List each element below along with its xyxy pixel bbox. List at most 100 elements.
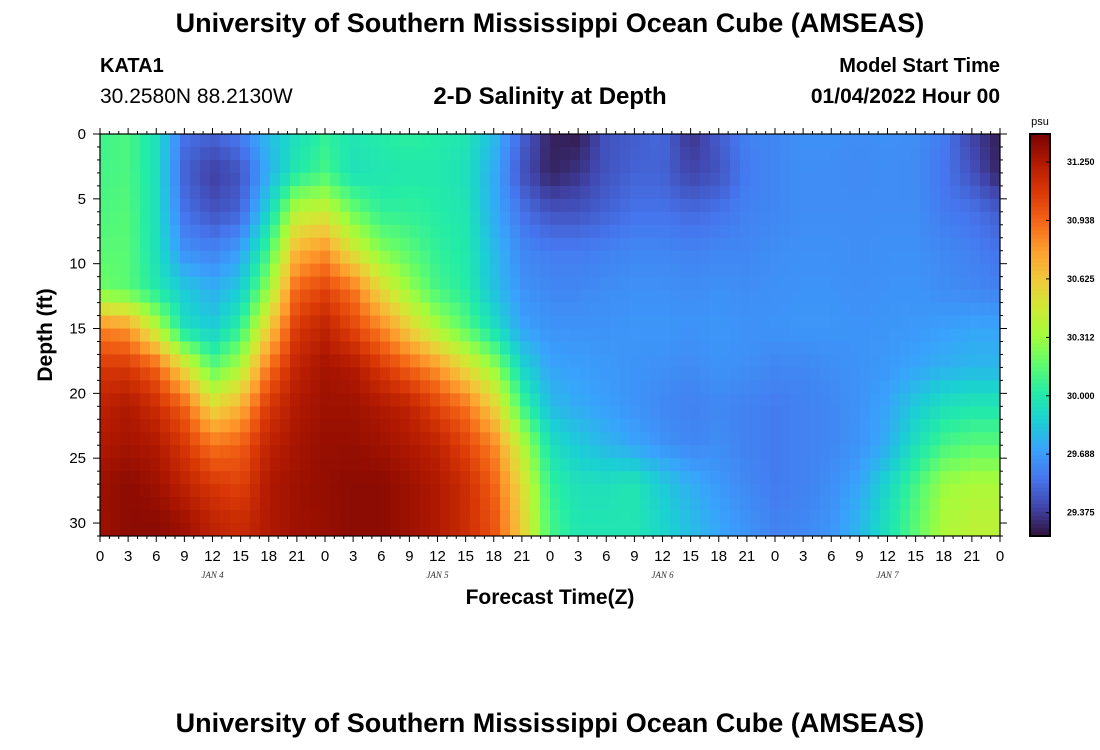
- heatmap-cell: [420, 276, 431, 291]
- heatmap-cell: [500, 341, 511, 356]
- heatmap-cell: [870, 211, 881, 226]
- colorbar-segment: [1030, 246, 1050, 252]
- heatmap-cell: [560, 250, 571, 265]
- heatmap-cell: [750, 250, 761, 265]
- heatmap-cell: [210, 484, 221, 498]
- heatmap-cell: [630, 224, 641, 239]
- heatmap: [100, 134, 1000, 536]
- heatmap-cell: [670, 432, 681, 446]
- heatmap-cell: [650, 510, 661, 524]
- heatmap-cell: [480, 198, 491, 213]
- colorbar-segment: [1030, 226, 1050, 232]
- heatmap-cell: [540, 393, 551, 407]
- heatmap-cell: [950, 497, 961, 511]
- colorbar-segment: [1030, 142, 1050, 147]
- heatmap-cell: [290, 172, 301, 187]
- heatmap-cell: [580, 380, 591, 394]
- heatmap-cell: [450, 211, 461, 226]
- heatmap-cell: [460, 367, 471, 381]
- heatmap-cell: [780, 484, 791, 498]
- heatmap-cell: [390, 328, 401, 343]
- heatmap-cell: [470, 250, 481, 265]
- heatmap-cell: [340, 471, 351, 485]
- heatmap-cell: [830, 159, 841, 174]
- heatmap-cell: [850, 341, 861, 356]
- heatmap-cell: [300, 510, 311, 524]
- heatmap-cell: [460, 432, 471, 446]
- heatmap-cell: [290, 302, 301, 317]
- heatmap-cell: [620, 471, 631, 485]
- heatmap-cell: [340, 432, 351, 446]
- heatmap-cell: [350, 276, 361, 291]
- heatmap-cell: [410, 367, 421, 381]
- heatmap-cell: [330, 445, 341, 459]
- heatmap-cell: [180, 237, 191, 252]
- heatmap-cell: [470, 159, 481, 174]
- heatmap-cell: [100, 328, 111, 343]
- heatmap-cell: [550, 497, 561, 511]
- heatmap-cell: [110, 484, 121, 498]
- heatmap-cell: [400, 341, 411, 356]
- heatmap-cell: [760, 276, 771, 291]
- heatmap-cell: [700, 315, 711, 330]
- heatmap-cell: [740, 341, 751, 356]
- heatmap-cell: [130, 224, 141, 239]
- heatmap-cell: [300, 276, 311, 291]
- heatmap-cell: [180, 328, 191, 343]
- heatmap-cell: [430, 458, 441, 472]
- heatmap-cell: [650, 185, 661, 200]
- heatmap-cell: [320, 315, 331, 330]
- heatmap-cell: [180, 523, 191, 536]
- heatmap-cell: [430, 146, 441, 161]
- heatmap-cell: [170, 367, 181, 381]
- heatmap-cell: [350, 497, 361, 511]
- heatmap-cell: [810, 406, 821, 420]
- heatmap-cell: [100, 523, 111, 536]
- heatmap-cell: [350, 250, 361, 265]
- heatmap-cell: [850, 237, 861, 252]
- heatmap-cell: [710, 341, 721, 356]
- heatmap-cell: [130, 354, 141, 369]
- heatmap-cell: [760, 146, 771, 161]
- heatmap-cell: [310, 380, 321, 394]
- heatmap-cell: [390, 406, 401, 420]
- heatmap-cell: [220, 380, 231, 394]
- heatmap-cell: [810, 458, 821, 472]
- heatmap-cell: [280, 445, 291, 459]
- heatmap-cell: [810, 497, 821, 511]
- heatmap-cell: [360, 367, 371, 381]
- heatmap-cell: [810, 302, 821, 317]
- heatmap-cell: [940, 497, 951, 511]
- heatmap-cell: [660, 237, 671, 252]
- heatmap-cell: [170, 445, 181, 459]
- heatmap-cell: [410, 250, 421, 265]
- heatmap-cell: [500, 146, 511, 161]
- heatmap-cell: [520, 315, 531, 330]
- heatmap-cell: [380, 432, 391, 446]
- heatmap-cell: [710, 380, 721, 394]
- heatmap-cell: [710, 289, 721, 304]
- heatmap-cell: [930, 250, 941, 265]
- heatmap-cell: [360, 276, 371, 291]
- heatmap-cell: [890, 263, 901, 278]
- heatmap-cell: [810, 315, 821, 330]
- heatmap-cell: [550, 523, 561, 536]
- heatmap-cell: [560, 497, 571, 511]
- heatmap-cell: [730, 263, 741, 278]
- heatmap-cell: [720, 159, 731, 174]
- heatmap-cell: [990, 432, 1000, 446]
- heatmap-cell: [700, 419, 711, 433]
- heatmap-cell: [150, 354, 161, 369]
- heatmap-cell: [930, 263, 941, 278]
- heatmap-cell: [930, 484, 941, 498]
- heatmap-cell: [340, 328, 351, 343]
- heatmap-cell: [740, 224, 751, 239]
- heatmap-cell: [820, 315, 831, 330]
- heatmap-cell: [950, 315, 961, 330]
- heatmap-cell: [440, 172, 451, 187]
- heatmap-cell: [900, 471, 911, 485]
- heatmap-cell: [600, 354, 611, 369]
- heatmap-cell: [850, 172, 861, 187]
- heatmap-cell: [790, 432, 801, 446]
- heatmap-cell: [980, 523, 991, 536]
